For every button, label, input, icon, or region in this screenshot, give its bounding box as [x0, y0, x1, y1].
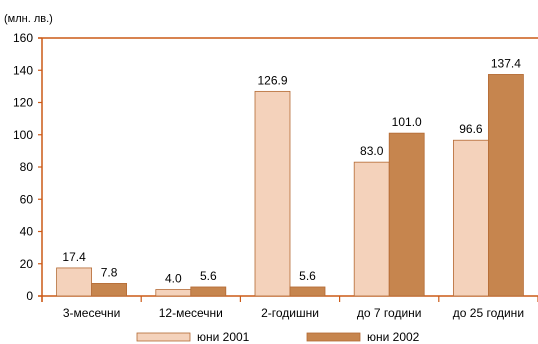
bar-series-2: [388, 132, 425, 297]
data-label: 5.6: [299, 269, 316, 283]
bar-series-2: [190, 286, 227, 297]
x-category-label: 12-месечни: [159, 306, 223, 320]
x-category-label: 3-месечни: [63, 306, 120, 320]
y-tick-label: 0: [26, 289, 33, 303]
bar-series-2: [91, 283, 127, 297]
y-unit-label: (млн. лв.): [4, 13, 53, 25]
bar-series-1: [254, 90, 291, 297]
bars: [56, 74, 524, 297]
y-tick-label: 60: [20, 192, 34, 206]
legend: юни 2001 юни 2002: [136, 330, 420, 344]
data-label: 137.4: [491, 56, 521, 70]
data-labels: 17.4 4.0 126.9 83.0 96.6 7.8 5.6 5.6 101.0 137.4: [62, 56, 521, 285]
data-label: 7.8: [101, 265, 118, 279]
y-tick-label: 100: [13, 128, 33, 142]
legend-swatch: [306, 332, 361, 342]
y-tick-label: 80: [20, 160, 34, 174]
y-tick-label: 160: [13, 31, 33, 45]
x-category-label: 2-годишни: [261, 306, 319, 320]
legend-swatch: [136, 332, 191, 342]
data-label: 126.9: [257, 73, 287, 87]
data-label: 4.0: [165, 272, 182, 286]
y-tick-label: 40: [20, 225, 34, 239]
bar-series-1: [353, 161, 390, 297]
data-label: 101.0: [392, 115, 422, 129]
legend-label: юни 2002: [367, 330, 420, 344]
bar-series-1: [56, 267, 92, 297]
x-category-label: до 25 години: [453, 306, 524, 320]
bar-series-1: [452, 139, 489, 297]
bar-series-2: [289, 286, 326, 297]
data-label: 96.6: [459, 122, 483, 136]
y-tick-label: 140: [13, 63, 33, 77]
bar-series-2: [487, 74, 524, 297]
y-tick-label: 120: [13, 96, 33, 110]
data-label: 17.4: [62, 250, 86, 264]
legend-label: юни 2001: [197, 330, 250, 344]
y-tick-label: 20: [20, 257, 34, 271]
x-category-label: до 7 години: [357, 306, 422, 320]
data-label: 5.6: [200, 269, 217, 283]
bar-series-1: [155, 289, 192, 297]
data-label: 83.0: [360, 144, 384, 158]
